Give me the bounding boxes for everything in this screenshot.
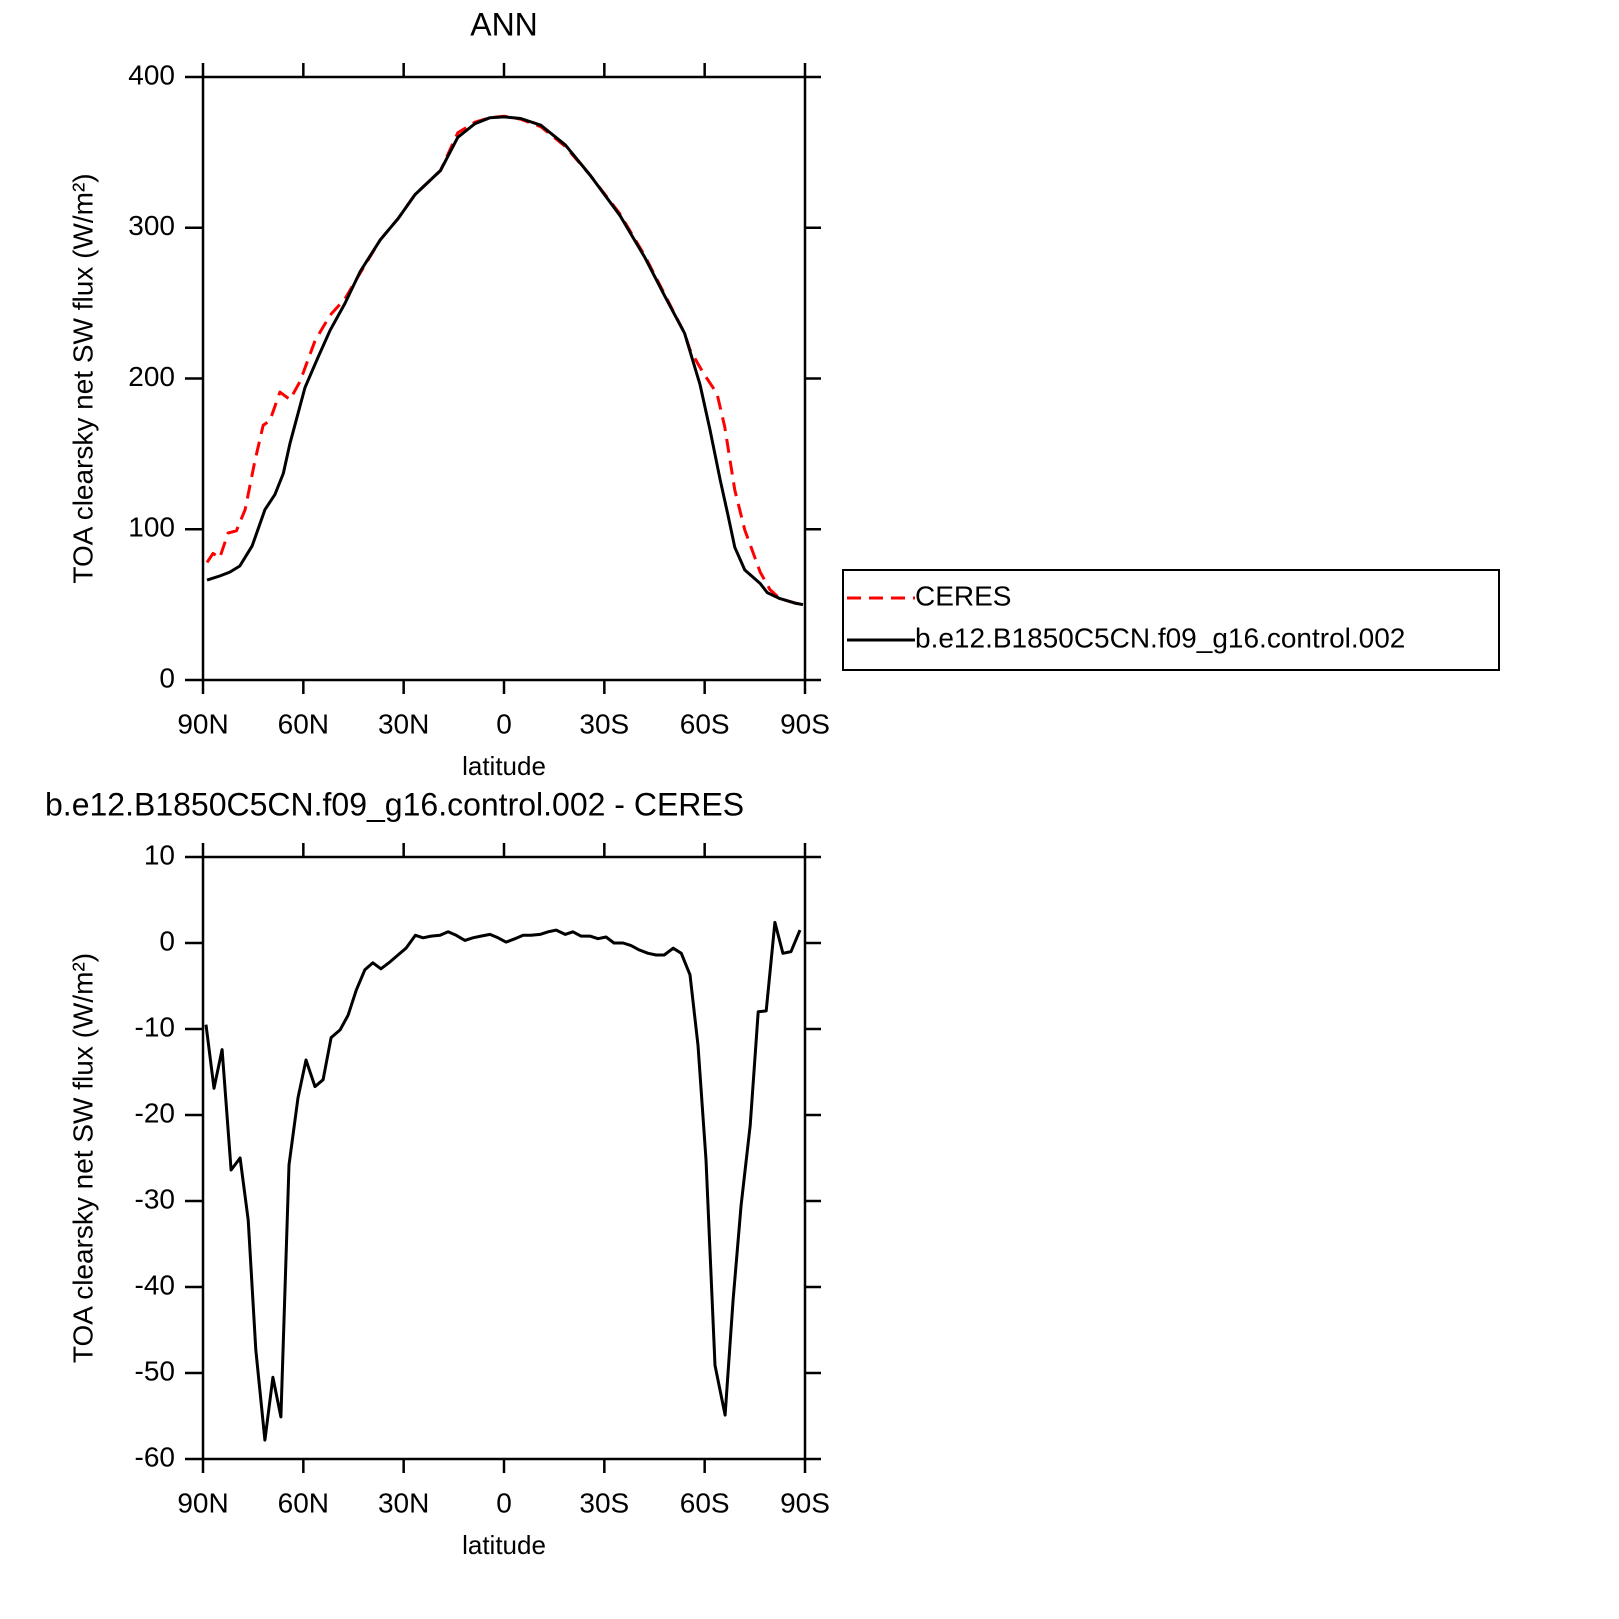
data-line: [204, 920, 802, 1442]
x-tick-label: 60S: [680, 708, 730, 739]
chart-panel: b.e12.B1850C5CN.f09_g16.control.002 - CE…: [45, 786, 830, 1559]
y-tick-label: -60: [135, 1441, 175, 1472]
y-tick-label: 300: [128, 210, 175, 241]
x-tick-label: 60N: [278, 708, 329, 739]
x-tick-label: 30N: [378, 1487, 429, 1518]
legend-box: [842, 569, 1500, 671]
x-tick-label: 90N: [177, 708, 228, 739]
y-tick-label: -40: [135, 1269, 175, 1300]
y-tick-label: -10: [135, 1011, 175, 1042]
x-tick-label: 60N: [278, 1487, 329, 1518]
series-line: [206, 115, 804, 607]
y-tick-label: -20: [135, 1097, 175, 1128]
legend-label: b.e12.B1850C5CN.f09_g16.control.002: [915, 622, 1405, 653]
legend: CERES b.e12.B1850C5CN.f09_g16.control.002: [842, 569, 1500, 671]
chart-title: b.e12.B1850C5CN.f09_g16.control.002 - CE…: [45, 786, 744, 822]
y-tick-label: -50: [135, 1355, 175, 1386]
y-tick-label: -30: [135, 1183, 175, 1214]
y-tick-label: 200: [128, 361, 175, 392]
plot-frame: [201, 75, 807, 682]
chart-panel: ANN latitude TOA clearsky net SW flux (W/m…: [67, 6, 1500, 781]
y-tick-label: 400: [128, 59, 175, 90]
y-tick-label: 0: [159, 662, 175, 693]
y-tick-label: 10: [144, 839, 175, 870]
y-tick-label: 0: [159, 925, 175, 956]
x-tick-label: 90N: [177, 1487, 228, 1518]
y-axis-label: TOA clearsky net SW flux (W/m²): [67, 173, 98, 583]
x-axis-label: latitude: [462, 751, 546, 781]
x-tick-label: 90S: [780, 708, 830, 739]
x-tick-label: 60S: [680, 1487, 730, 1518]
chart-title: ANN: [470, 6, 538, 42]
x-tick-label: 0: [496, 1487, 512, 1518]
series-line: [205, 114, 804, 607]
x-tick-label: 30S: [579, 1487, 629, 1518]
x-tick-label: 30S: [579, 708, 629, 739]
legend-label: CERES: [915, 580, 1011, 611]
y-tick-label: 100: [128, 512, 175, 543]
plot-frame: [201, 855, 807, 1461]
x-axis-label: latitude: [462, 1530, 546, 1560]
x-tick-label: 90S: [780, 1487, 830, 1518]
x-tick-label: 30N: [378, 708, 429, 739]
y-axis-label: TOA clearsky net SW flux (W/m²): [67, 953, 98, 1363]
x-tick-label: 0: [496, 708, 512, 739]
